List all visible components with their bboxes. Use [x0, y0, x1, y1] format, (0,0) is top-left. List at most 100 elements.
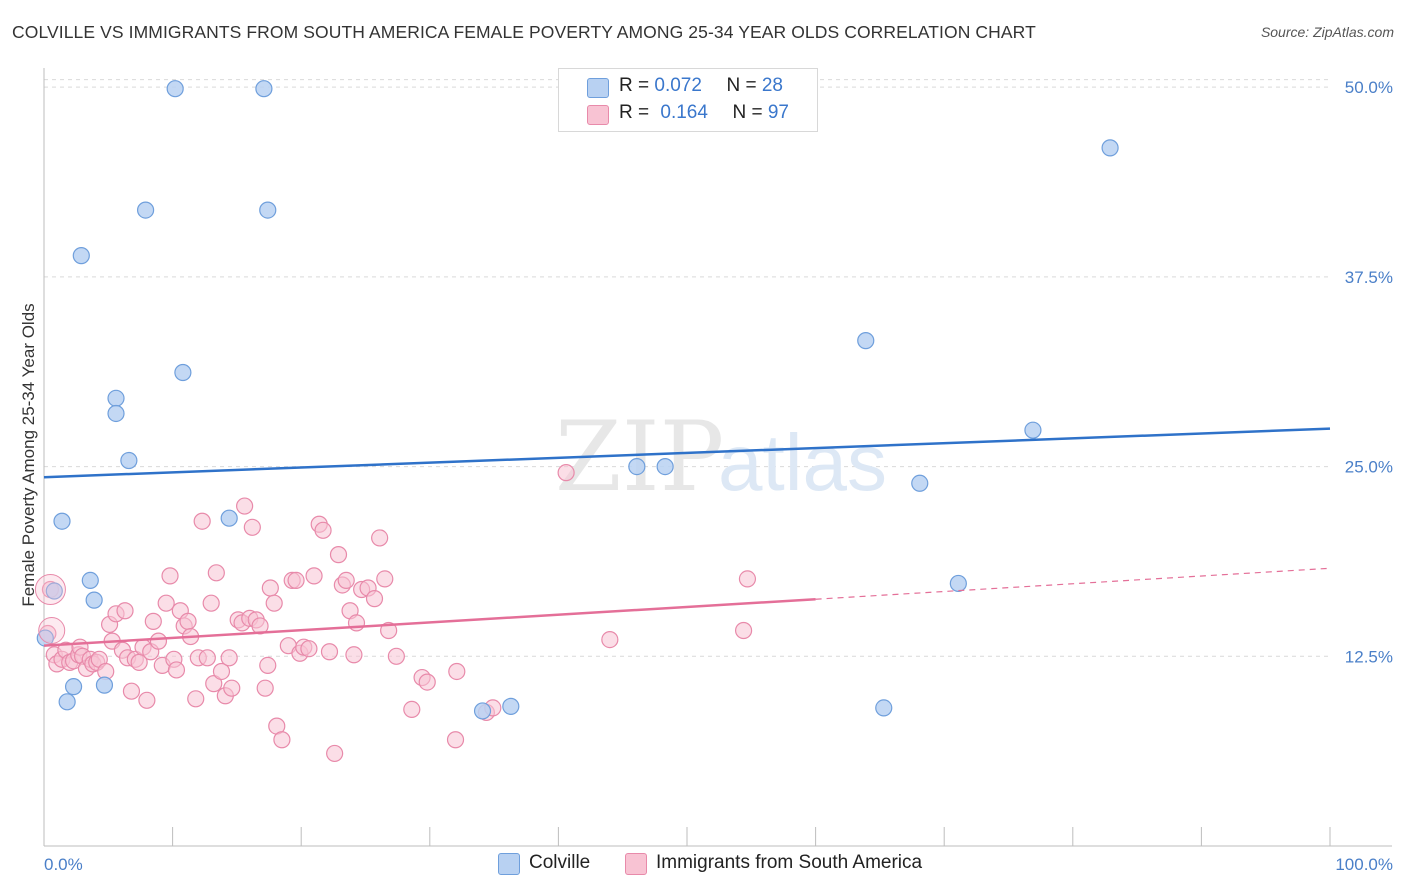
- trend-layer: [43, 427, 1331, 647]
- legend-r-value: 0.072: [654, 75, 702, 96]
- immigrants-point: [207, 564, 225, 582]
- source-label: Source: ZipAtlas.com: [1260, 24, 1394, 40]
- grid-layer: [44, 79, 1330, 657]
- colville-point: [949, 574, 967, 593]
- immigrants-point: [202, 594, 220, 612]
- immigrants-point: [34, 574, 66, 606]
- colville-point: [166, 80, 184, 98]
- legend: R = 0.072 N = 28 R = 0.164 N = 97: [558, 68, 818, 132]
- bottom-legend-label-colville: Colville: [529, 852, 591, 873]
- colville-point: [85, 591, 103, 609]
- colville-point: [259, 201, 277, 219]
- colville-point: [120, 451, 138, 470]
- immigrants-point: [261, 579, 279, 597]
- bottom-legend-swatch-immigrants: [625, 853, 647, 875]
- immigrants-point: [157, 594, 175, 612]
- colville-point: [628, 457, 646, 476]
- immigrants-trend-line: [43, 597, 816, 647]
- immigrants-point: [193, 512, 211, 530]
- immigrants-point: [305, 567, 323, 585]
- immigrants-point: [326, 744, 344, 763]
- immigrants-point: [380, 621, 398, 640]
- colville-point: [53, 512, 71, 530]
- immigrants-point: [187, 690, 205, 708]
- colville-point: [45, 582, 63, 600]
- colville-point: [875, 699, 893, 717]
- immigrants-point: [198, 649, 216, 667]
- colville-point: [64, 678, 83, 696]
- legend-n-label: N =: [726, 75, 762, 96]
- immigrants-point: [38, 616, 66, 644]
- colville-point: [81, 571, 99, 590]
- immigrants-point: [300, 640, 318, 658]
- watermark-atlas: atlas: [718, 418, 887, 507]
- immigrants-point: [220, 649, 238, 667]
- bottom-legend-label-immigrants: Immigrants from South America: [656, 852, 923, 873]
- immigrants-point: [337, 571, 355, 590]
- immigrants-point: [179, 612, 197, 630]
- immigrants-point: [236, 497, 254, 515]
- immigrants-point: [161, 567, 179, 585]
- immigrants-point: [251, 617, 269, 635]
- colville-point: [1101, 139, 1119, 157]
- colville-point: [72, 247, 90, 265]
- immigrants-trend-line-dashed: [815, 567, 1331, 600]
- immigrants-point: [256, 679, 274, 697]
- colville-point: [136, 201, 155, 219]
- immigrants-point: [403, 700, 421, 719]
- legend-r-value: 0.164: [660, 102, 708, 123]
- immigrants-point: [212, 662, 231, 681]
- y-tick-label: 12.5%: [1345, 647, 1393, 666]
- colville-point: [58, 693, 76, 711]
- immigrants-point: [376, 570, 394, 588]
- legend-n-value: 97: [767, 102, 789, 123]
- colville-point: [107, 404, 125, 423]
- colville-point: [911, 474, 929, 492]
- immigrants-point: [738, 570, 757, 588]
- legend-swatch-colville: [587, 78, 609, 98]
- colville-point: [174, 363, 192, 382]
- x-tick-label: 100.0%: [1335, 855, 1393, 874]
- immigrants-point: [448, 662, 466, 681]
- immigrants-point: [243, 518, 261, 536]
- legend-r-label: R =: [619, 102, 655, 123]
- immigrants-point: [205, 675, 223, 693]
- immigrants-point: [387, 647, 405, 665]
- immigrants-point: [259, 656, 277, 675]
- immigrants-point: [116, 602, 134, 620]
- chart-title: COLVILLE VS IMMIGRANTS FROM SOUTH AMERIC…: [12, 22, 1036, 42]
- immigrants-point: [371, 529, 389, 547]
- colville-point: [1024, 421, 1042, 439]
- legend-n-value: 28: [761, 75, 783, 96]
- legend-n-label: N =: [732, 102, 768, 123]
- legend-r-label: R =: [619, 75, 655, 96]
- immigrants-point: [320, 643, 339, 661]
- immigrants-point: [734, 621, 753, 640]
- legend-swatch-immigrants: [587, 105, 609, 125]
- colville-point: [95, 676, 114, 694]
- colville-point: [107, 389, 125, 407]
- y-tick-label: 50.0%: [1345, 78, 1393, 97]
- colville-trend-line: [43, 427, 1331, 479]
- immigrants-point: [446, 731, 465, 749]
- label-layer: 12.5% 25.0% 37.5% 50.0% 0.0% 100.0%: [44, 78, 1393, 874]
- immigrants-point: [314, 521, 332, 539]
- immigrants-point: [144, 612, 162, 630]
- immigrants-point: [273, 731, 291, 749]
- points-layer: [34, 80, 1119, 763]
- immigrants-point: [418, 673, 436, 691]
- colville-point: [502, 697, 520, 715]
- colville-point: [656, 457, 674, 476]
- immigrants-point: [345, 646, 363, 664]
- axis-layer: [43, 68, 1392, 847]
- immigrants-point: [347, 614, 366, 632]
- bottom-legend-swatch-colville: [498, 853, 520, 875]
- immigrants-point: [365, 590, 384, 608]
- immigrants-point: [265, 594, 283, 612]
- colville-point: [857, 332, 875, 350]
- immigrants-point: [287, 571, 305, 590]
- colville-point: [220, 509, 238, 527]
- colville-point: [473, 702, 492, 720]
- immigrants-point: [223, 679, 241, 697]
